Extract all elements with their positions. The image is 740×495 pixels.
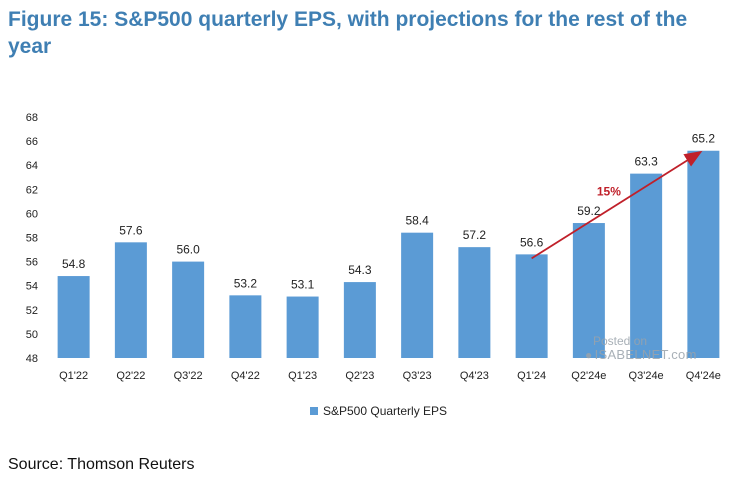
y-tick-label: 64 bbox=[26, 160, 38, 172]
x-tick-label: Q3'22 bbox=[174, 370, 203, 382]
bar bbox=[114, 242, 147, 358]
x-tick-label: Q4'22 bbox=[231, 370, 260, 382]
y-axis: 48 50 52 54 56 58 60 62 64 66 68 bbox=[26, 112, 38, 365]
x-tick-label: Q4'23 bbox=[460, 370, 489, 382]
data-label: 58.4 bbox=[405, 214, 429, 228]
bar bbox=[572, 223, 605, 358]
bars: 54.8 57.6 56.0 53.2 53.1 54.3 58.4 57.2 56.6 59.2… bbox=[57, 132, 720, 358]
y-tick-label: 52 bbox=[26, 305, 38, 317]
y-tick-label: 48 bbox=[26, 353, 38, 365]
bar bbox=[630, 173, 663, 358]
source-note: Source: Thomson Reuters bbox=[8, 456, 195, 473]
y-tick-label: 54 bbox=[26, 281, 38, 293]
bar bbox=[401, 232, 434, 358]
growth-annotation: 15% bbox=[597, 184, 621, 198]
bar bbox=[458, 247, 491, 358]
data-label: 53.1 bbox=[291, 278, 315, 292]
x-tick-label: Q1'22 bbox=[59, 370, 88, 382]
data-label: 57.6 bbox=[119, 223, 143, 237]
data-label: 53.2 bbox=[234, 276, 258, 290]
data-label: 56.6 bbox=[520, 235, 544, 249]
watermark-line2: ISABELNET.com bbox=[594, 347, 697, 362]
x-tick-label: Q3'23 bbox=[403, 370, 432, 382]
watermark: Posted on ● ISABELNET.com bbox=[585, 334, 697, 362]
legend-label: S&P500 Quarterly EPS bbox=[323, 404, 448, 418]
bar bbox=[172, 261, 205, 358]
y-tick-label: 50 bbox=[26, 329, 38, 341]
data-label: 65.2 bbox=[692, 132, 716, 146]
y-tick-label: 56 bbox=[26, 257, 38, 269]
data-label: 54.8 bbox=[62, 257, 86, 271]
y-tick-label: 62 bbox=[26, 184, 38, 196]
x-tick-label: Q3'24e bbox=[629, 370, 664, 382]
y-tick-label: 58 bbox=[26, 233, 38, 245]
x-axis: Q1'22 Q2'22 Q3'22 Q4'22 Q1'23 Q2'23 Q3'23 Q4'23… bbox=[59, 370, 721, 382]
chart-title: Figure 15: S&P500 quarterly EPS, with pr… bbox=[8, 8, 688, 58]
annotation: 15% bbox=[531, 150, 703, 260]
bar bbox=[286, 296, 319, 358]
x-tick-label: Q2'24e bbox=[571, 370, 606, 382]
x-tick-label: Q1'23 bbox=[288, 370, 317, 382]
y-tick-label: 68 bbox=[26, 112, 38, 124]
y-tick-label: 66 bbox=[26, 136, 38, 148]
data-label: 63.3 bbox=[634, 155, 658, 169]
legend: S&P500 Quarterly EPS bbox=[310, 404, 447, 418]
legend-swatch bbox=[310, 407, 318, 415]
x-tick-label: Q2'23 bbox=[345, 370, 374, 382]
watermark-line1: Posted on bbox=[593, 334, 648, 348]
bar bbox=[229, 295, 262, 358]
bar bbox=[687, 150, 720, 358]
bar bbox=[515, 254, 548, 358]
data-label: 54.3 bbox=[348, 263, 372, 277]
x-tick-label: Q2'22 bbox=[116, 370, 145, 382]
data-label: 57.2 bbox=[463, 228, 487, 242]
data-label: 56.0 bbox=[176, 243, 200, 257]
isabelnet-logo-icon: ● bbox=[585, 348, 593, 362]
x-tick-label: Q1'24 bbox=[517, 370, 546, 382]
bar bbox=[57, 276, 90, 358]
x-tick-label: Q4'24e bbox=[686, 370, 721, 382]
y-tick-label: 60 bbox=[26, 208, 38, 220]
trend-arrow bbox=[531, 150, 703, 260]
data-label: 59.2 bbox=[577, 204, 601, 218]
bar bbox=[343, 282, 376, 358]
